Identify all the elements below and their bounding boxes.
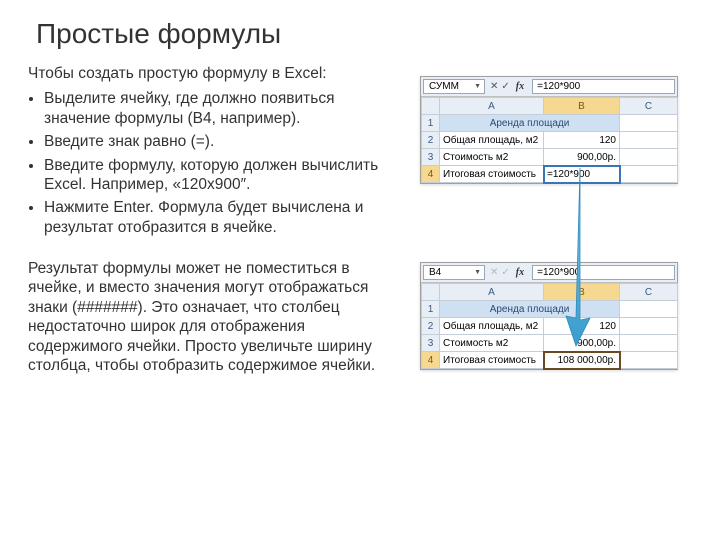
cell-c4[interactable] xyxy=(620,352,678,369)
cell-a4[interactable]: Итоговая стоимость xyxy=(440,352,544,369)
name-box[interactable]: B4 ▼ xyxy=(423,265,485,280)
cell-b4[interactable]: =120*900 xyxy=(544,166,620,183)
cell-c4[interactable] xyxy=(620,166,678,183)
cell-a2[interactable]: Общая площадь, м2 xyxy=(440,132,544,149)
cell-b2[interactable]: 120 xyxy=(544,132,620,149)
cell-c3[interactable] xyxy=(620,335,678,352)
slide: Простые формулы Чтобы создать простую фо… xyxy=(0,0,720,540)
grid-top: A B C 1 Аренда площади 2 Общая площадь, … xyxy=(421,97,678,183)
cancel-icon[interactable]: ✕ xyxy=(490,267,498,278)
steps-list: Выделите ячейку, где должно появиться зн… xyxy=(28,89,398,237)
formula-bar: B4 ▼ ✕ ✓ fx =120*900 xyxy=(421,263,677,283)
row-header-4[interactable]: 4 xyxy=(422,166,440,183)
footer-paragraph: Результат формулы может не поместиться в… xyxy=(28,259,398,375)
cell-b3[interactable]: 900,00р. xyxy=(544,149,620,166)
row-header-1[interactable]: 1 xyxy=(422,301,440,318)
fx-icon[interactable]: fx xyxy=(513,81,527,92)
cell-title[interactable]: Аренда площади xyxy=(440,115,620,132)
col-header-b[interactable]: B xyxy=(544,98,620,115)
enter-icon[interactable]: ✓ xyxy=(501,267,509,278)
corner-cell[interactable] xyxy=(422,284,440,301)
content-row: Чтобы создать простую формулу в Excel: В… xyxy=(28,64,692,391)
cell-title[interactable]: Аренда площади xyxy=(440,301,620,318)
step-3: Введите формулу, которую должен вычислит… xyxy=(44,156,398,195)
cell-c2[interactable] xyxy=(620,132,678,149)
step-1: Выделите ячейку, где должно появиться зн… xyxy=(44,89,398,128)
excel-snippet-top: СУММ ▼ ✕ ✓ fx =120*900 xyxy=(420,76,678,184)
cell-a3[interactable]: Стоимость м2 xyxy=(440,149,544,166)
col-header-a[interactable]: A xyxy=(440,98,544,115)
text-column: Чтобы создать простую формулу в Excel: В… xyxy=(28,64,398,391)
grid-bottom: A B C 1 Аренда площади 2 Общая площадь, … xyxy=(421,283,678,369)
cell-a3[interactable]: Стоимость м2 xyxy=(440,335,544,352)
name-box[interactable]: СУММ ▼ xyxy=(423,79,485,94)
formula-input[interactable]: =120*900 xyxy=(532,79,675,94)
cell-c2[interactable] xyxy=(620,318,678,335)
cell-b4[interactable]: 108 000,00р. xyxy=(544,352,620,369)
col-header-c[interactable]: C xyxy=(620,284,678,301)
col-header-a[interactable]: A xyxy=(440,284,544,301)
cell-b3[interactable]: 900,00р. xyxy=(544,335,620,352)
col-header-c[interactable]: C xyxy=(620,98,678,115)
formula-input[interactable]: =120*900 xyxy=(532,265,675,280)
cell-c3[interactable] xyxy=(620,149,678,166)
enter-icon[interactable]: ✓ xyxy=(501,81,509,92)
chevron-down-icon: ▼ xyxy=(474,269,481,276)
formula-bar: СУММ ▼ ✕ ✓ fx =120*900 xyxy=(421,77,677,97)
fx-buttons: ✕ ✓ fx xyxy=(487,263,530,282)
cell-c1[interactable] xyxy=(620,115,678,132)
formula-text: =120*900 xyxy=(537,81,580,92)
name-box-value: СУММ xyxy=(429,81,459,92)
cancel-icon[interactable]: ✕ xyxy=(490,81,498,92)
intro-text: Чтобы создать простую формулу в Excel: xyxy=(28,64,398,83)
row-header-1[interactable]: 1 xyxy=(422,115,440,132)
fx-icon[interactable]: fx xyxy=(513,267,527,278)
step-4: Нажмите Enter. Формула будет вычислена и… xyxy=(44,198,398,237)
col-header-b[interactable]: B xyxy=(544,284,620,301)
row-header-2[interactable]: 2 xyxy=(422,132,440,149)
fx-buttons: ✕ ✓ fx xyxy=(487,77,530,96)
cell-b2[interactable]: 120 xyxy=(544,318,620,335)
step-2: Введите знак равно (=). xyxy=(44,132,398,151)
row-header-2[interactable]: 2 xyxy=(422,318,440,335)
formula-text: =120*900 xyxy=(537,267,580,278)
name-box-value: B4 xyxy=(429,267,441,278)
row-header-4[interactable]: 4 xyxy=(422,352,440,369)
row-header-3[interactable]: 3 xyxy=(422,149,440,166)
chevron-down-icon: ▼ xyxy=(474,83,481,90)
cell-a4[interactable]: Итоговая стоимость xyxy=(440,166,544,183)
cell-a2[interactable]: Общая площадь, м2 xyxy=(440,318,544,335)
excel-snippet-bottom: B4 ▼ ✕ ✓ fx =120*900 xyxy=(420,262,678,370)
cell-c1[interactable] xyxy=(620,301,678,318)
figures-column: СУММ ▼ ✕ ✓ fx =120*900 xyxy=(408,64,692,391)
row-header-3[interactable]: 3 xyxy=(422,335,440,352)
corner-cell[interactable] xyxy=(422,98,440,115)
slide-title: Простые формулы xyxy=(36,18,692,50)
